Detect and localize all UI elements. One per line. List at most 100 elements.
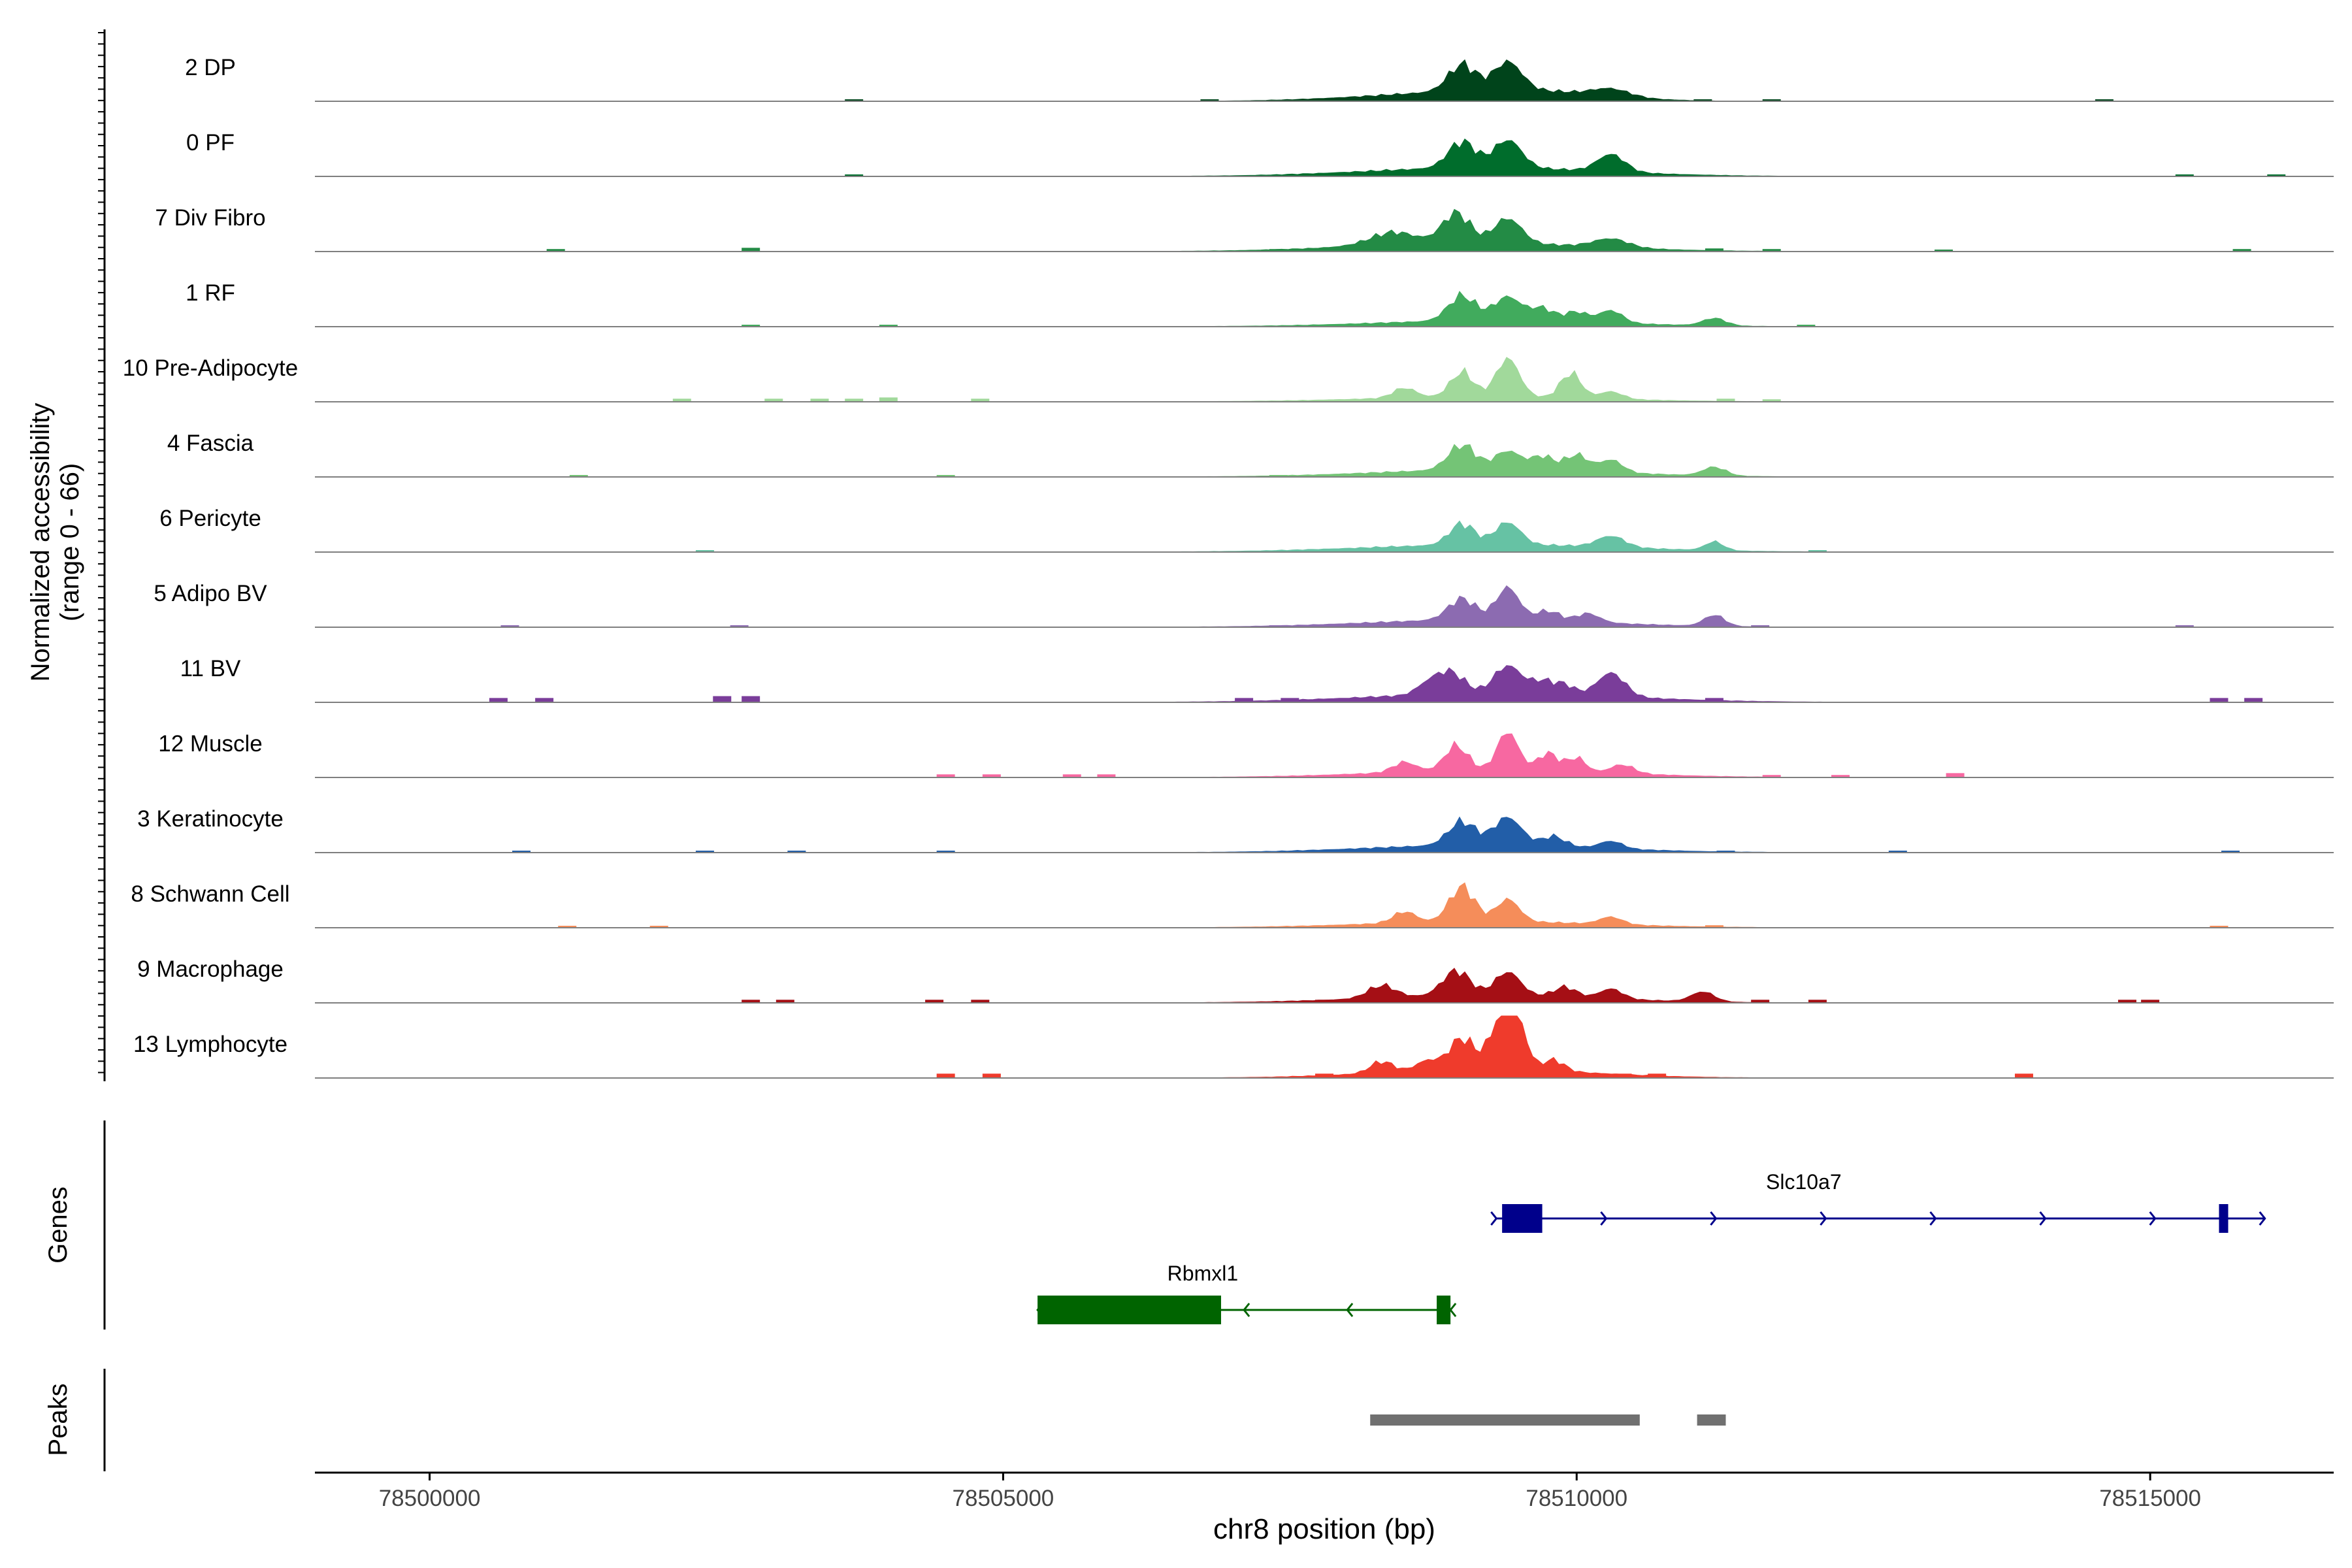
strand-arrow bbox=[1243, 1303, 1250, 1317]
coverage-blip bbox=[1705, 925, 1723, 928]
track-label: 3 Keratinocyte bbox=[137, 806, 284, 832]
coverage-track: 10 Pre-Adipocyte bbox=[123, 355, 2334, 402]
coverage-track: 8 Schwann Cell bbox=[131, 881, 2334, 928]
coverage-blip bbox=[1762, 249, 1781, 252]
peaks-panel-label: Peaks bbox=[44, 1383, 73, 1456]
coverage-blip bbox=[2244, 698, 2263, 702]
coverage-blip bbox=[2175, 174, 2194, 176]
coverage-blip bbox=[2141, 1000, 2160, 1003]
strand-arrow bbox=[1346, 1303, 1354, 1317]
coverage-blip bbox=[1281, 698, 1299, 702]
coverage-blip bbox=[845, 99, 864, 101]
coverage-blip bbox=[936, 774, 955, 777]
coverage-blip bbox=[787, 851, 806, 853]
coverage-blip bbox=[936, 851, 955, 853]
coverage-blip bbox=[1808, 550, 1827, 552]
coverage-blip bbox=[1235, 698, 1254, 702]
coverage-blip bbox=[925, 1000, 944, 1003]
coverage-blip bbox=[1716, 399, 1735, 402]
coverage-blip bbox=[936, 1073, 955, 1078]
coverage-blip bbox=[742, 1000, 760, 1003]
coverage-track: 6 Pericyte bbox=[159, 506, 2334, 553]
x-axis-tick-label: 78505000 bbox=[953, 1486, 1054, 1511]
coverage-blip bbox=[1762, 775, 1781, 777]
coverage-blip bbox=[649, 926, 668, 928]
coverage-blip bbox=[2117, 1000, 2136, 1003]
coverage-blip bbox=[1831, 775, 1850, 777]
coverage-blip bbox=[2267, 174, 2286, 176]
peak-regions bbox=[1370, 1414, 1726, 1426]
coverage-track: 0 PF bbox=[186, 130, 2334, 177]
coverage-blip bbox=[1751, 625, 1770, 627]
track-label: 12 Muscle bbox=[158, 731, 263, 757]
track-label: 0 PF bbox=[186, 130, 235, 155]
coverage-track: 9 Macrophage bbox=[137, 956, 2334, 1004]
coverage-blip bbox=[776, 1000, 794, 1003]
coverage-blip bbox=[982, 774, 1001, 777]
coverage-axis bbox=[98, 29, 106, 1081]
coverage-blip bbox=[2232, 249, 2251, 252]
coverage-blip bbox=[1705, 248, 1723, 252]
strand-arrow bbox=[1710, 1211, 1718, 1226]
strand-arrow bbox=[1820, 1211, 1827, 1226]
coverage-track: 1 RF bbox=[186, 280, 2334, 327]
coverage-track: 3 Keratinocyte bbox=[137, 806, 2334, 853]
coverage-blip bbox=[1762, 99, 1781, 101]
coverage-blip bbox=[695, 851, 714, 853]
coverage-blip bbox=[2210, 926, 2229, 928]
gene-model: Slc10a7 bbox=[1490, 1170, 2266, 1233]
coverage-blip bbox=[1062, 774, 1081, 777]
coverage-blip bbox=[1315, 1073, 1333, 1078]
gene-name-label: Rbmxl1 bbox=[1168, 1262, 1238, 1285]
coverage-blip bbox=[810, 399, 829, 402]
coverage-blip bbox=[1935, 250, 1953, 252]
coverage-blip bbox=[2095, 99, 2114, 101]
coverage-blip bbox=[1269, 475, 1288, 477]
coverage-blip bbox=[982, 1073, 1001, 1078]
gene-model: Rbmxl1 bbox=[1036, 1262, 1457, 1324]
coverage-blip bbox=[764, 399, 783, 402]
coverage-blip bbox=[535, 698, 554, 702]
track-label: 13 Lymphocyte bbox=[133, 1032, 287, 1057]
track-label: 11 BV bbox=[180, 656, 241, 681]
track-label: 2 DP bbox=[185, 55, 236, 80]
strand-arrow bbox=[2039, 1211, 2047, 1226]
coverage-tracks: 2 DP 0 PF 7 Div Fibro 1 RF 10 Pre-Adipocyte 4… bbox=[123, 55, 2334, 1079]
coverage-blip bbox=[2014, 1073, 2033, 1078]
genes-panel-label: Genes bbox=[44, 1186, 73, 1264]
coverage-blip bbox=[742, 696, 760, 702]
coverage-track: 4 Fascia bbox=[167, 431, 2334, 478]
coverage-blip bbox=[489, 698, 508, 702]
x-axis-tick-label: 78500000 bbox=[379, 1486, 481, 1511]
gene-exon bbox=[2219, 1204, 2229, 1233]
track-label: 5 Adipo BV bbox=[154, 581, 267, 606]
track-label: 8 Schwann Cell bbox=[131, 881, 289, 907]
coverage-track: 12 Muscle bbox=[158, 731, 2334, 778]
coverage-blip bbox=[1693, 99, 1712, 101]
coverage-blip bbox=[1395, 475, 1414, 477]
coverage-blip bbox=[1269, 625, 1288, 627]
peak-region-bar bbox=[1370, 1414, 1640, 1426]
coverage-track: 11 BV bbox=[180, 656, 2334, 703]
coverage-blip bbox=[500, 625, 519, 627]
coverage-blip bbox=[1338, 550, 1357, 552]
track-label: 4 Fascia bbox=[167, 431, 254, 456]
coverage-blip bbox=[1315, 99, 1333, 101]
coverage-blip bbox=[742, 325, 760, 327]
coverage-track: 2 DP bbox=[185, 55, 2334, 102]
coverage-blip bbox=[2221, 851, 2240, 853]
gene-exon bbox=[1437, 1296, 1451, 1324]
coverage-blip bbox=[1648, 1073, 1667, 1078]
coverage-track: 5 Adipo BV bbox=[154, 581, 2334, 628]
strand-arrow bbox=[1490, 1211, 1498, 1226]
coverage-blip bbox=[1315, 1000, 1333, 1003]
coverage-blip bbox=[1888, 851, 1907, 853]
coverage-blip bbox=[1808, 1000, 1827, 1003]
y-axis-title-line2: (range 0 - 66) bbox=[56, 463, 84, 621]
coverage-blip bbox=[1200, 99, 1219, 101]
coverage-blip bbox=[2210, 698, 2229, 702]
coverage-blip bbox=[1716, 851, 1735, 853]
strand-arrow bbox=[2149, 1211, 2157, 1226]
gene-models: Slc10a7 Rbmxl1 bbox=[1036, 1170, 2266, 1324]
